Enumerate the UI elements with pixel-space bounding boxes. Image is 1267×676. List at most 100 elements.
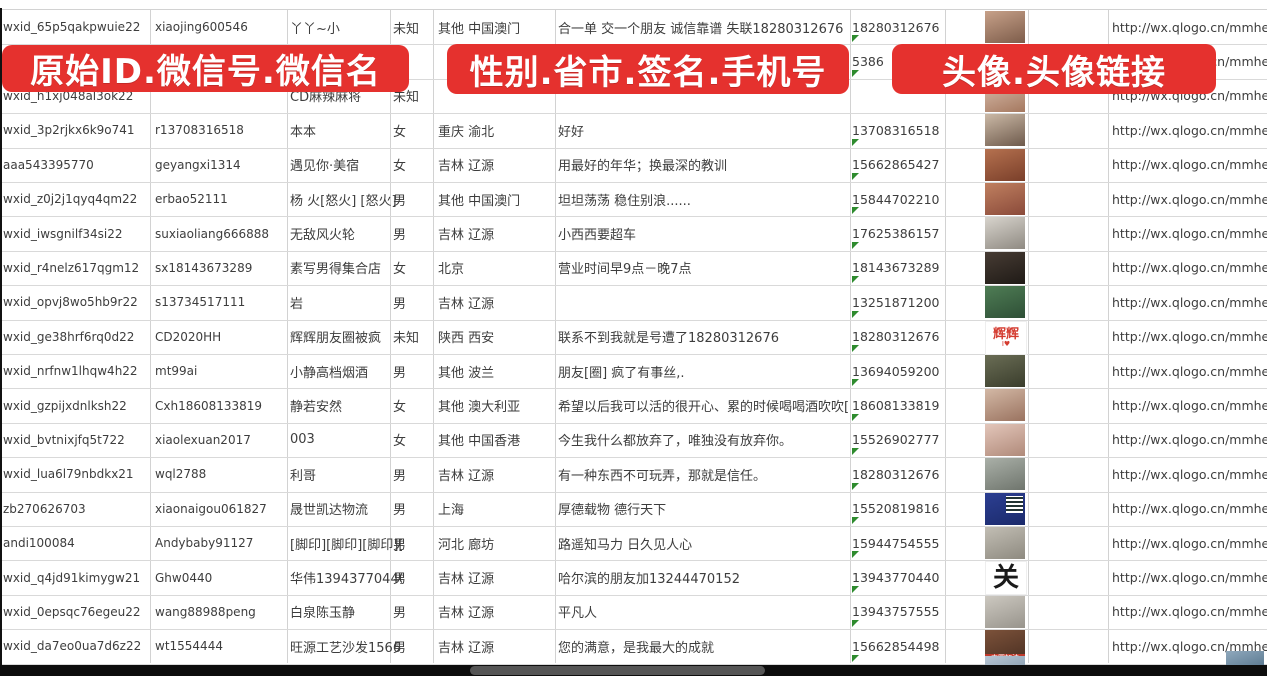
cell-original-id[interactable]: wxid_gzpijxdnlksh22 [3,398,127,413]
cell-signature[interactable]: 您的满意，是我最大的成就 [558,640,715,656]
cell-original-id[interactable]: wxid_65p5qakpwuie22 [3,20,141,35]
cell-region[interactable]: 吉林 辽源 [438,640,495,656]
cell-avatar-link[interactable]: http://wx.qlogo.cn/mmhead [1112,535,1267,551]
cell-original-id[interactable]: wxid_da7eo0ua7d6z22 [3,639,142,654]
cell-region[interactable]: 其他 中国澳门 [438,21,521,37]
cell-region[interactable]: 其他 中国香港 [438,434,521,450]
cell-wechat-name[interactable]: 杨 火[怒火] [怒火] [290,193,397,209]
avatar[interactable] [985,595,1025,628]
cell-wechat-name[interactable]: [脚印][脚印][脚印][脚 [290,537,402,553]
cell-gender[interactable]: 女 [393,262,407,278]
cell-phone[interactable]: 15844702210 [852,191,940,207]
cell-phone[interactable]: 15662854498 [852,638,940,654]
cell-gender[interactable]: 男 [393,296,407,312]
cell-signature[interactable]: 好好 [558,124,585,140]
cell-region[interactable]: 吉林 辽源 [438,159,495,175]
cell-wechat-id[interactable]: xiaonaigou061827 [155,501,267,516]
avatar[interactable] [985,527,1025,559]
cell-gender[interactable]: 男 [393,640,407,656]
cell-phone[interactable]: 13708316518 [852,122,940,138]
cell-phone[interactable]: 17625386157 [852,226,940,242]
cell-wechat-id[interactable]: erbao52111 [155,192,228,207]
cell-signature[interactable] [558,285,848,319]
cell-wechat-name[interactable]: 小静高档烟酒 [290,365,369,381]
cell-avatar-link[interactable]: http://wx.qlogo.cn/mmhead [1112,294,1267,310]
cell-region[interactable]: 其他 澳大利亚 [438,400,521,416]
avatar[interactable]: 辉辉 I♥ [985,320,1027,355]
cell-signature[interactable]: 合一单 交一个朋友 诚信靠谱 失联18280312676 [558,21,844,37]
cell-wechat-id[interactable]: wql2788 [155,467,207,482]
cell-gender[interactable]: 男 [393,503,407,519]
cell-wechat-name[interactable]: CD麻辣麻将 [290,90,362,106]
cell-avatar-link[interactable]: http://wx.qlogo.cn/mmhead [1112,501,1267,517]
cell-avatar-link[interactable]: http://wx.qlogo.cn/mmhead [1112,191,1267,207]
cell-original-id[interactable]: wxid_3p2rjkx6k9o741 [3,123,135,138]
avatar[interactable] [985,183,1025,215]
cell-gender[interactable]: 未知 [393,331,420,347]
cell-phone[interactable]: 15520819816 [852,501,940,517]
cell-region[interactable]: 河北 廊坊 [438,537,495,553]
cell-wechat-id[interactable]: geyangxi1314 [155,157,241,172]
avatar[interactable] [985,492,1025,525]
cell-original-id[interactable]: zb270626703 [3,501,86,516]
cell-signature[interactable]: 朋友[圈] 疯了有事丝,. [558,365,685,381]
cell-wechat-name[interactable]: 遇见你·美宿 [290,159,360,175]
cell-region[interactable]: 重庆 渝北 [438,124,495,140]
cell-wechat-name[interactable]: 晟世凯达物流 [290,503,369,519]
cell-original-id[interactable]: aaa543395770 [3,157,94,172]
cell-phone[interactable]: 13943770440 [852,570,940,586]
avatar[interactable] [985,458,1025,491]
cell-wechat-name[interactable]: 岩 [290,296,304,312]
cell-gender[interactable]: 女 [393,434,407,450]
cell-original-id[interactable]: wxid_opvj8wo5hb9r22 [3,295,138,310]
cell-signature[interactable]: 用最好的年华；换最深的教训 [558,159,728,175]
cell-gender[interactable]: 男 [393,228,407,244]
cell-avatar-link[interactable]: http://wx.qlogo.cn/mmhead [1112,226,1267,242]
cell-wechat-id[interactable]: Andybaby91127 [155,536,254,551]
cell-wechat-name[interactable]: 无敌风火轮 [290,228,356,244]
cell-wechat-name[interactable]: 辉辉朋友圈被疯 [290,331,382,347]
cell-phone[interactable]: 18143673289 [852,260,940,276]
cell-region[interactable]: 吉林 辽源 [438,468,495,484]
cell-phone[interactable]: 18280312676 [852,466,940,482]
cell-wechat-name[interactable]: 华伟13943770440 [290,572,402,588]
cell-wechat-name[interactable]: 旺源工艺沙发15662854 [290,640,402,656]
cell-original-id[interactable]: wxid_0epsqc76egeu22 [3,604,141,619]
cell-region[interactable]: 上海 [438,503,465,519]
avatar[interactable] [985,286,1025,319]
cell-wechat-name[interactable]: 白泉陈玉静 [290,606,356,622]
cell-gender[interactable]: 未知 [393,90,420,106]
cell-wechat-name[interactable]: 丫丫~小 [290,21,340,37]
cell-phone[interactable]: 13251871200 [852,294,940,310]
horizontal-scrollbar-thumb[interactable] [470,666,765,675]
cell-signature[interactable]: 路遥知马力 日久见人心 [558,537,693,553]
cell-gender[interactable]: 女 [393,124,407,140]
cell-wechat-id[interactable]: r13708316518 [155,123,244,138]
cell-wechat-name[interactable]: 本本 [290,124,317,140]
cell-phone[interactable]: 15662865427 [852,157,940,173]
cell-signature[interactable]: 小西西要超车 [558,228,637,244]
cell-wechat-name[interactable]: 003 [290,432,315,448]
cell-region[interactable]: 吉林 辽源 [438,228,495,244]
avatar[interactable] [985,355,1025,387]
cell-wechat-id[interactable]: suxiaoliang666888 [155,226,270,241]
avatar[interactable] [985,217,1025,250]
avatar[interactable] [985,11,1025,43]
cell-original-id[interactable]: andi100084 [3,536,75,551]
cell-phone[interactable]: 5386 [852,54,884,70]
cell-signature[interactable]: 坦坦荡荡 稳住别浪...... [558,193,691,209]
cell-avatar-link[interactable]: http://wx.qlogo.cn/mmhead [1112,466,1267,482]
cell-avatar-link[interactable]: http://wx.qlogo.cn/mmhead [1112,329,1267,345]
cell-wechat-name[interactable]: 素写男得集合店 [290,262,382,278]
cell-avatar-link[interactable]: http://wx.qlogo.cn/mmhead [1112,122,1267,138]
cell-signature[interactable]: 营业时间早9点－晚7点 [558,262,692,278]
cell-wechat-id[interactable]: xiaojing600546 [155,20,248,35]
cell-avatar-link[interactable]: http://wx.qlogo.cn/mmhead [1112,398,1267,414]
avatar[interactable] [985,389,1025,422]
cell-signature[interactable]: 有一种东西不可玩弄，那就是信任。 [558,468,767,484]
cell-signature[interactable]: 哈尔滨的朋友加13244470152 [558,572,740,588]
cell-phone[interactable]: 13943757555 [852,604,940,620]
cell-gender[interactable]: 女 [393,159,407,175]
cell-wechat-name[interactable]: 利哥 [290,468,317,484]
cell-region[interactable]: 吉林 辽源 [438,606,495,622]
